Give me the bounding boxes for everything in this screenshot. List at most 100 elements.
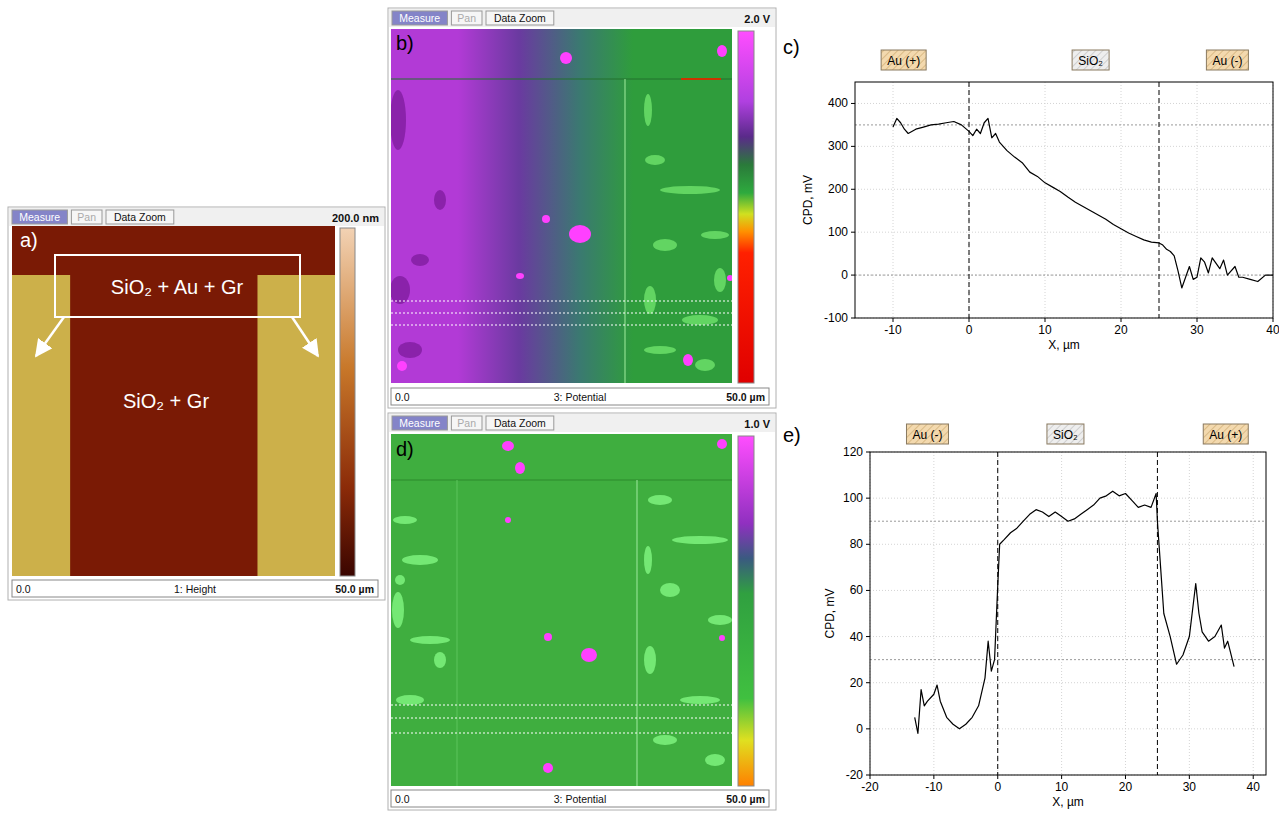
grid-line (969, 82, 970, 318)
region-label: Au (+) (887, 54, 920, 68)
y-tick-label: 120 (843, 445, 863, 459)
panel-letter: b) (396, 32, 414, 54)
edge-line (681, 78, 721, 80)
toolbar-label: Data Zoom (494, 12, 546, 24)
x-tick-label: 40 (1266, 323, 1279, 337)
region-box (1206, 50, 1248, 70)
region-label: Au (+) (1209, 428, 1242, 442)
y-axis-title: CPD, mV (801, 175, 815, 225)
cpd-profile (893, 118, 1273, 287)
x-tick-label: 30 (1190, 323, 1204, 337)
panel-frame (8, 207, 385, 600)
toolbar-label: Measure (399, 417, 440, 429)
x-tick-label: 30 (1183, 780, 1197, 794)
x-tick (1273, 318, 1274, 322)
surface-feature (653, 735, 677, 745)
edge-line (624, 79, 625, 383)
surface-feature (717, 439, 727, 449)
x-axis-title: X, µm (1048, 338, 1080, 352)
surface-feature (393, 516, 417, 524)
scale-start: 0.0 (16, 583, 31, 595)
y-tick-label: 20 (850, 676, 864, 690)
grid-line (997, 452, 998, 775)
region-label: Au (-) (912, 428, 942, 442)
surface-feature (644, 646, 656, 674)
boundary-line (997, 452, 998, 775)
surface-feature (645, 155, 665, 165)
grid-line (870, 636, 1266, 637)
grid-line (870, 682, 1266, 683)
panel-frame (388, 8, 776, 408)
y-tick-label: 100 (828, 225, 848, 239)
profile-line (391, 325, 732, 326)
x-tick (969, 318, 970, 322)
grid-line (1125, 452, 1126, 775)
y-tick-label: 0 (841, 268, 848, 282)
surface-feature (397, 361, 407, 371)
region-label: SiO₂ (1078, 54, 1103, 68)
x-tick (1197, 318, 1198, 322)
region-box (1072, 50, 1109, 70)
chart: -20-10010203040-20020406080100120X, µmCP… (783, 424, 1266, 809)
x-tick (1045, 318, 1046, 322)
surface-feature (542, 215, 550, 223)
x-axis-title: X, µm (1052, 795, 1084, 809)
surface-feature (648, 495, 672, 505)
surface-feature (396, 695, 424, 705)
data-group (893, 118, 1273, 287)
grid-line (855, 232, 1273, 233)
x-tick (1125, 775, 1126, 779)
surface-feature (392, 592, 404, 628)
surface-feature (680, 696, 720, 704)
scan-line (391, 79, 732, 80)
substrate (12, 226, 335, 576)
panel-letter: c) (783, 36, 800, 58)
surface-feature (434, 652, 446, 668)
x-tick-label: 10 (1038, 323, 1052, 337)
surface-feature (727, 275, 732, 281)
y-tick (866, 728, 870, 729)
y-tick-label: 200 (828, 182, 848, 196)
toolbar-label: Pan (77, 211, 96, 223)
color-scale-max: 200.0 nm (332, 212, 379, 224)
y-tick (866, 682, 870, 683)
y-tick-label: 0 (856, 722, 863, 736)
grid-line (870, 498, 1266, 499)
toolbar (389, 9, 775, 27)
toolbar-label: Measure (19, 211, 60, 223)
plot-frame (870, 452, 1266, 775)
grid-line (855, 275, 1273, 276)
scale-bar (391, 388, 769, 405)
surface-feature (653, 239, 677, 251)
y-tick (866, 452, 870, 453)
annotation-arrow (292, 317, 318, 356)
panel-letter: a) (20, 229, 38, 251)
region-box (1203, 424, 1248, 444)
surface-feature (515, 462, 525, 474)
y-tick-label: 400 (828, 96, 848, 110)
x-tick-label: -10 (884, 323, 902, 337)
scale-end: 50.0 µm (726, 391, 765, 403)
surface (391, 29, 458, 383)
grid-line (1045, 82, 1046, 318)
y-tick-label: 40 (850, 630, 864, 644)
surface-feature (695, 359, 715, 371)
y-tick (851, 103, 855, 104)
toolbar-label: Data Zoom (114, 211, 166, 223)
x-tick (997, 775, 998, 779)
toolbar-label: Pan (457, 12, 476, 24)
scale-start: 0.0 (395, 391, 410, 403)
color-bar (340, 228, 355, 576)
electrode (12, 275, 70, 576)
x-tick-label: 10 (1055, 780, 1069, 794)
edge-line (457, 480, 458, 786)
region-box (1047, 424, 1084, 444)
surface-feature (391, 276, 410, 304)
toolbar (389, 414, 775, 432)
surface-feature (502, 441, 514, 451)
scale-start: 0.0 (395, 793, 410, 805)
y-tick (851, 146, 855, 147)
afm-image (391, 29, 732, 383)
annotation-arrow (36, 317, 64, 356)
scale-bar (12, 580, 378, 597)
